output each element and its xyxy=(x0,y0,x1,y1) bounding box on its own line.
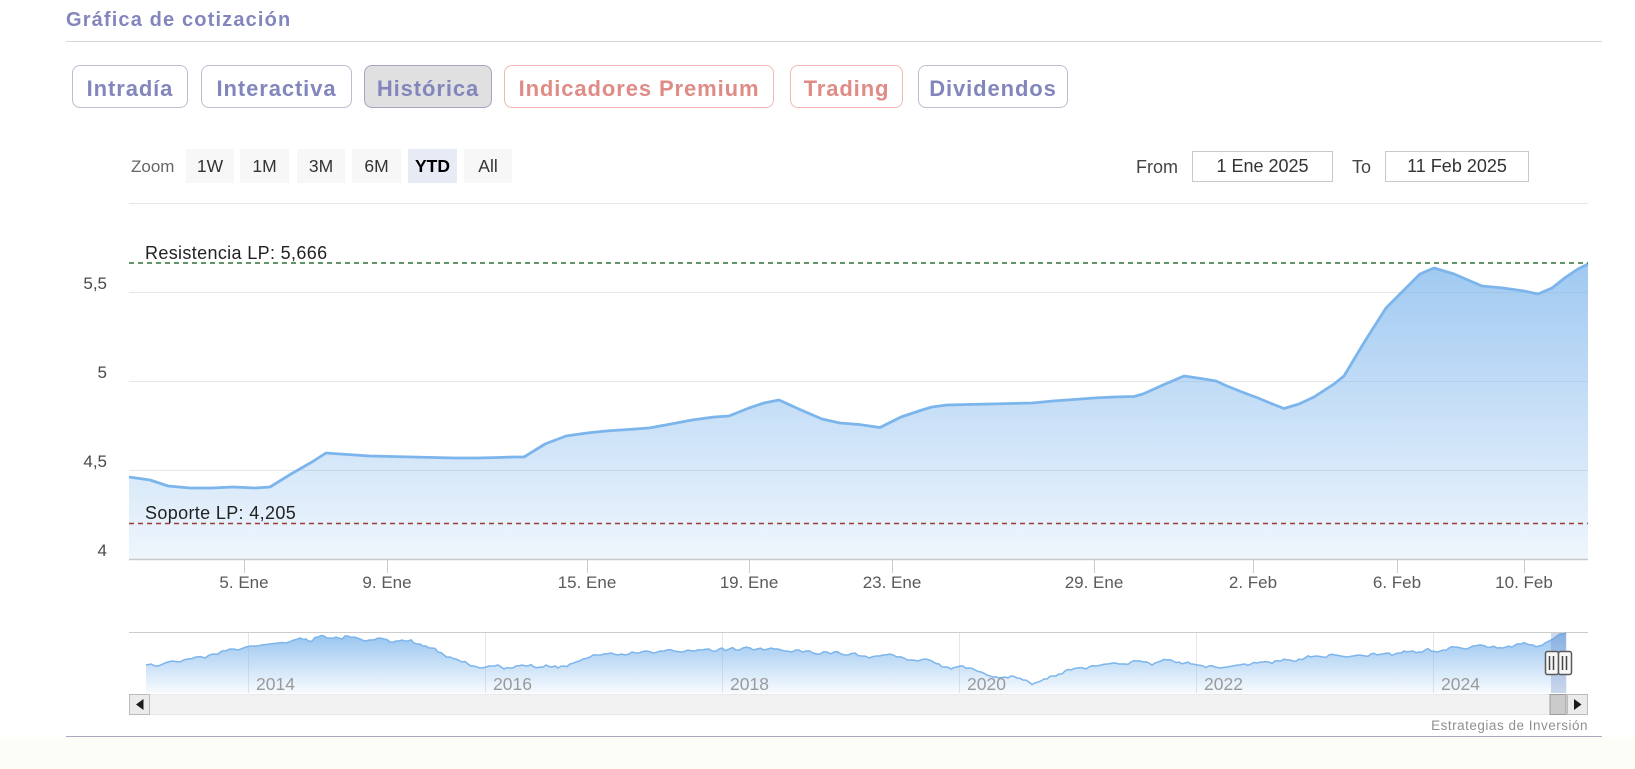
svg-text:4: 4 xyxy=(98,541,107,560)
svg-text:Estrategias de Inversión: Estrategias de Inversión xyxy=(1431,718,1588,733)
svg-text:2018: 2018 xyxy=(730,674,769,694)
svg-text:5,5: 5,5 xyxy=(83,274,107,293)
svg-text:2024: 2024 xyxy=(1441,674,1480,694)
svg-text:6. Feb: 6. Feb xyxy=(1373,573,1421,592)
svg-text:9. Ene: 9. Ene xyxy=(362,573,411,592)
svg-text:2. Feb: 2. Feb xyxy=(1229,573,1277,592)
svg-text:29. Ene: 29. Ene xyxy=(1065,573,1124,592)
svg-text:2022: 2022 xyxy=(1204,674,1243,694)
svg-text:2016: 2016 xyxy=(493,674,532,694)
svg-text:10. Feb: 10. Feb xyxy=(1495,573,1553,592)
svg-text:Resistencia LP: 5,666: Resistencia LP: 5,666 xyxy=(145,243,327,263)
svg-text:2020: 2020 xyxy=(967,674,1006,694)
svg-text:Soporte LP: 4,205: Soporte LP: 4,205 xyxy=(145,503,296,523)
svg-text:19. Ene: 19. Ene xyxy=(720,573,779,592)
svg-text:5: 5 xyxy=(98,363,107,382)
svg-text:4,5: 4,5 xyxy=(83,452,107,471)
svg-text:5. Ene: 5. Ene xyxy=(219,573,268,592)
svg-text:15. Ene: 15. Ene xyxy=(558,573,617,592)
svg-text:2014: 2014 xyxy=(256,674,295,694)
svg-text:23. Ene: 23. Ene xyxy=(863,573,922,592)
